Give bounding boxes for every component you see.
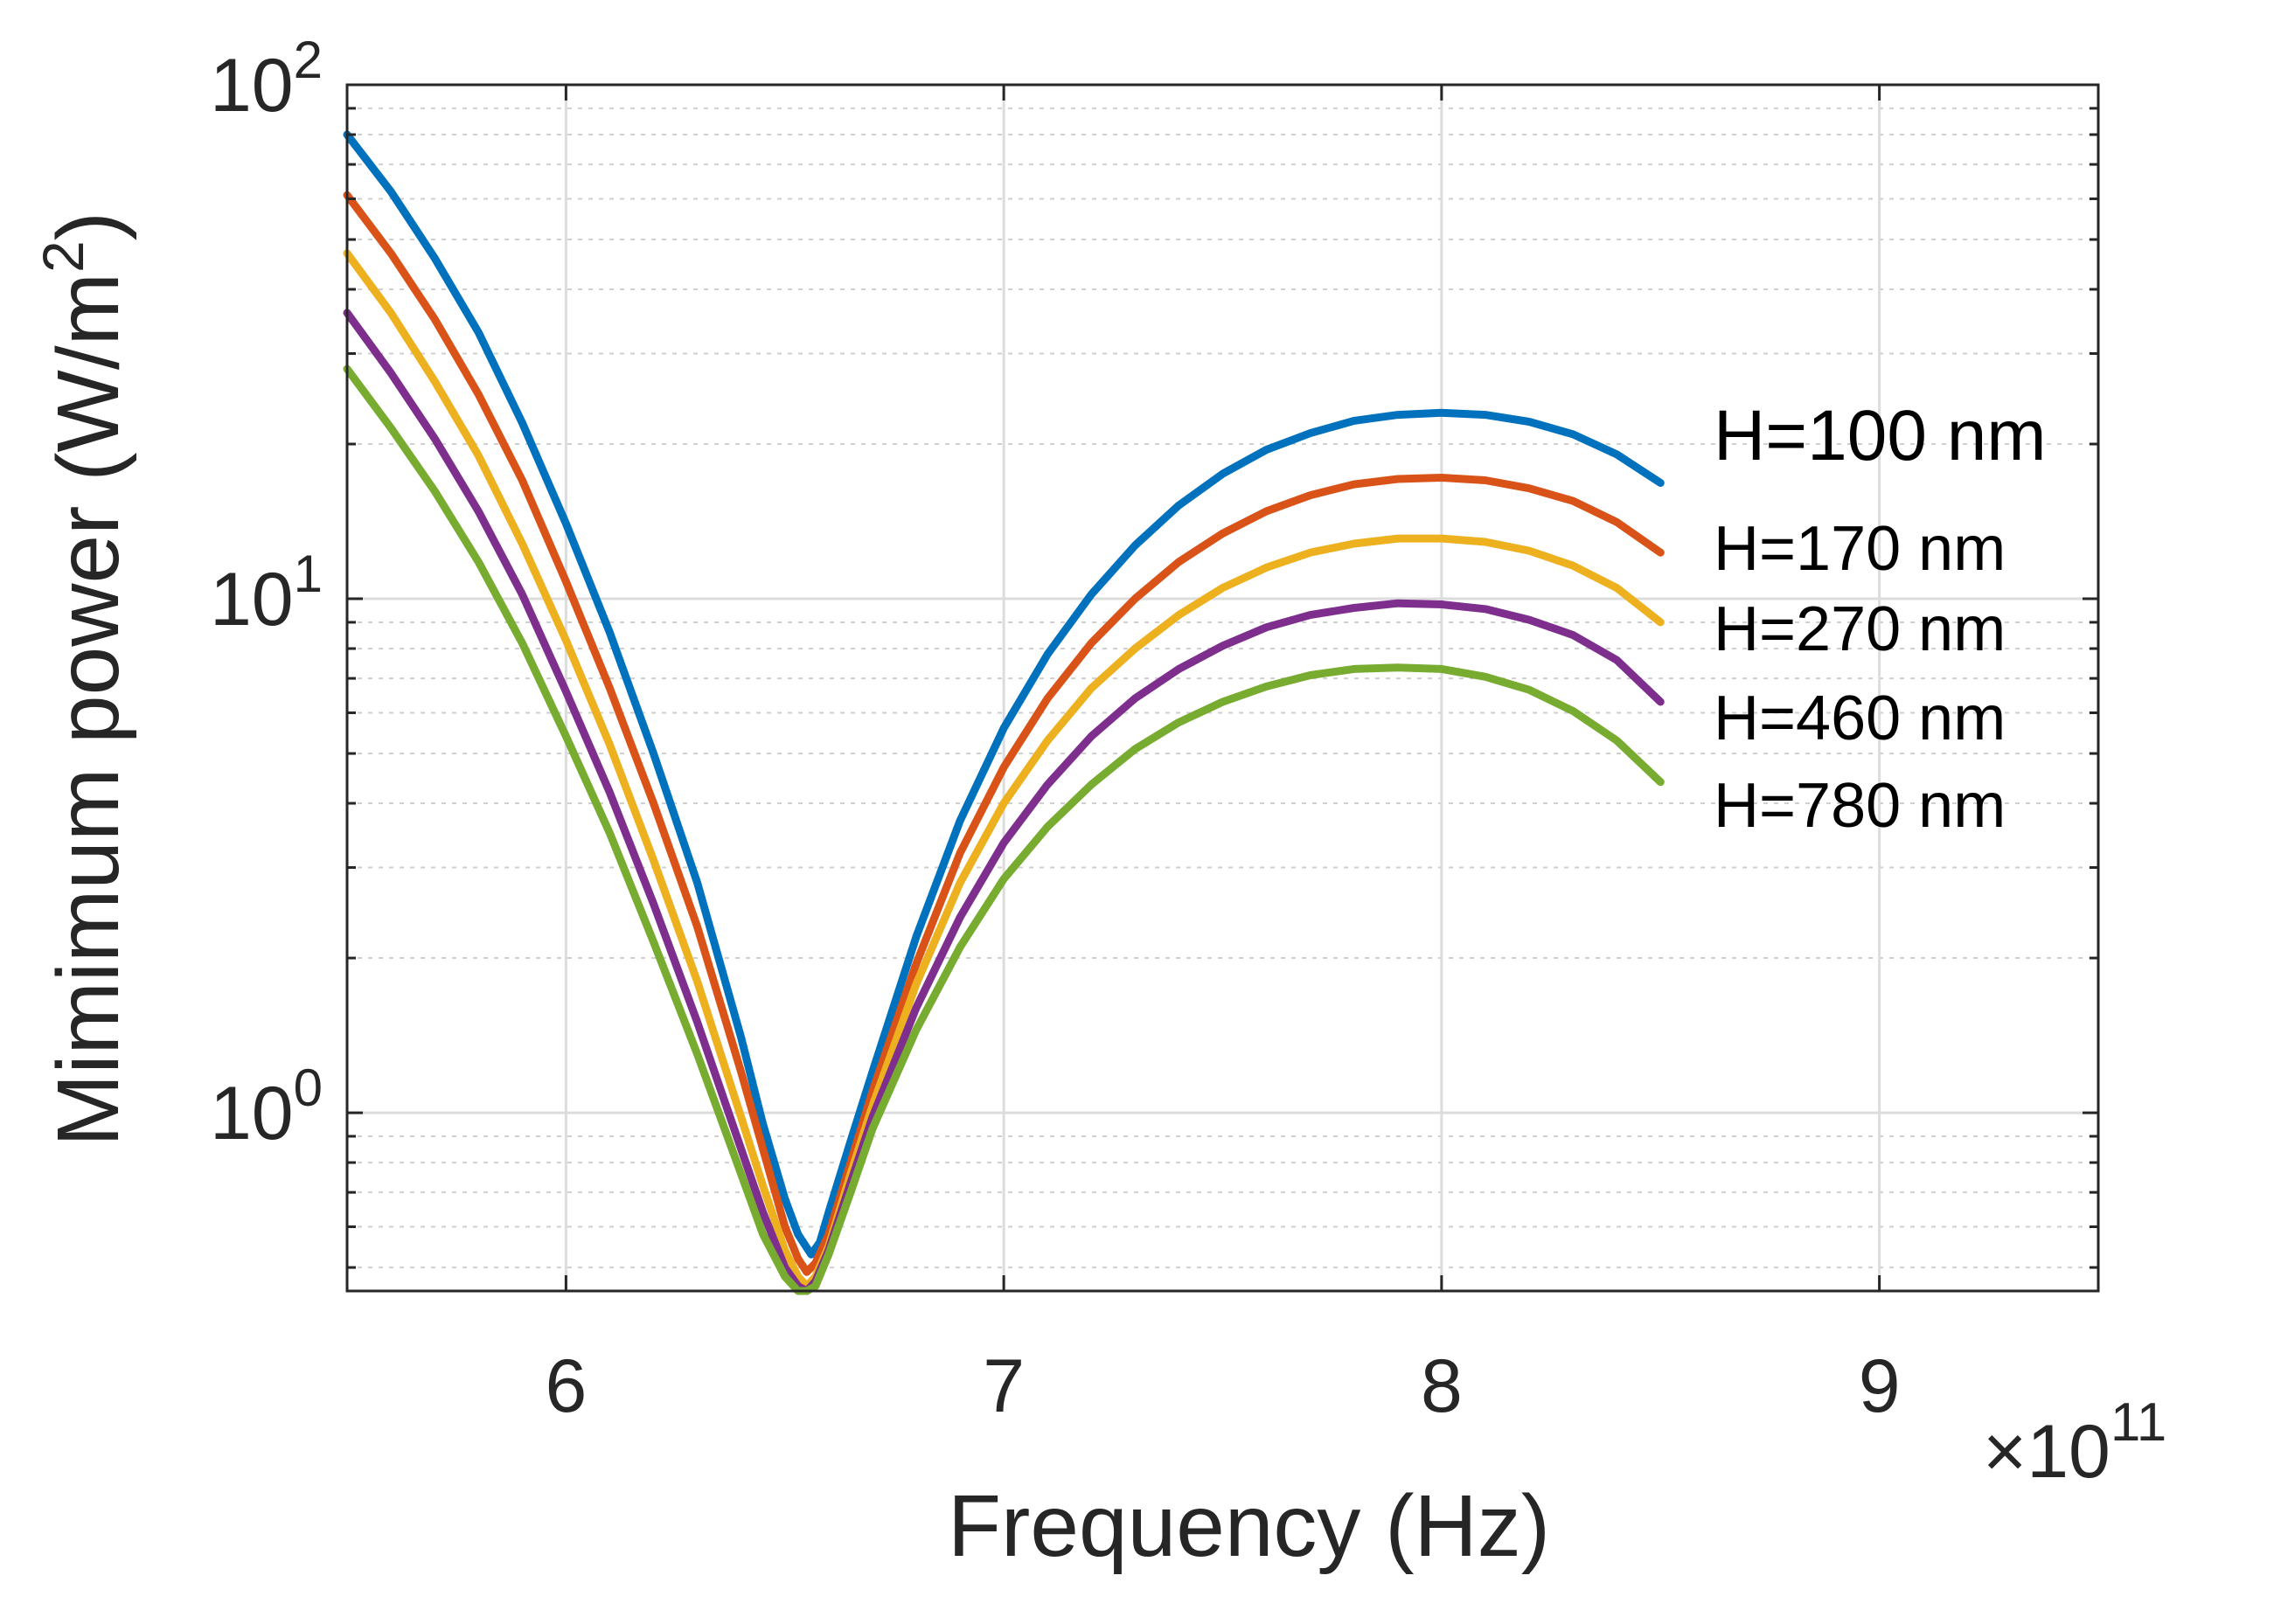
series-lines — [343, 130, 1665, 1295]
legend-label: H=780 nm — [1714, 771, 2006, 841]
series-line-h-270-nm — [343, 249, 1665, 1290]
x-tick-labels: 6 7 8 9 — [545, 1344, 1900, 1428]
legend-label: H=460 nm — [1714, 684, 2006, 753]
x-tick-label: 7 — [983, 1344, 1025, 1428]
y-tick-label-exponent: 2 — [294, 31, 323, 89]
legend-label: H=270 nm — [1714, 594, 2006, 664]
y-tick-label: 100 — [210, 1058, 323, 1156]
y-tick-label-base: 10 — [210, 1072, 294, 1156]
series-line-h-460-nm — [343, 309, 1665, 1295]
legend-label: H=170 nm — [1714, 514, 2006, 584]
x-exponent-base: ×10 — [1983, 1410, 2111, 1494]
y-axis-title-base: Mimimum power (W/m — [39, 273, 137, 1147]
series-line-h-100-nm — [343, 130, 1665, 1259]
x-tick-label: 8 — [1421, 1344, 1463, 1428]
y-axis-title-superscript: 2 — [31, 240, 95, 273]
x-axis-exponent: ×1011 — [1983, 1392, 2166, 1494]
x-exponent-power: 11 — [2111, 1392, 2166, 1453]
y-axis-title: Mimimum power (W/m2) — [31, 212, 137, 1147]
y-tick-label: 102 — [210, 31, 323, 128]
legend: H=100 nm H=170 nm H=270 nm H=460 nm H=780 nm — [1714, 396, 2047, 841]
series-line-h-780-nm — [343, 364, 1665, 1295]
axes-box — [345, 83, 2100, 1293]
x-tick-label: 6 — [545, 1344, 587, 1428]
x-tick-label: 9 — [1859, 1344, 1901, 1428]
y-tick-label-exponent: 1 — [294, 545, 323, 603]
y-axis-title-close: ) — [39, 212, 137, 240]
y-tick-label: 101 — [210, 545, 323, 642]
x-axis-title: Frequency (Hz) — [948, 1477, 1550, 1575]
series-line-h-170-nm — [343, 191, 1665, 1276]
y-tick-label-exponent: 0 — [294, 1058, 323, 1117]
legend-label: H=100 nm — [1714, 396, 2047, 475]
y-tick-label-base: 10 — [210, 558, 294, 642]
y-tick-label-base: 10 — [210, 44, 294, 128]
axis-ticks — [347, 83, 2098, 1291]
